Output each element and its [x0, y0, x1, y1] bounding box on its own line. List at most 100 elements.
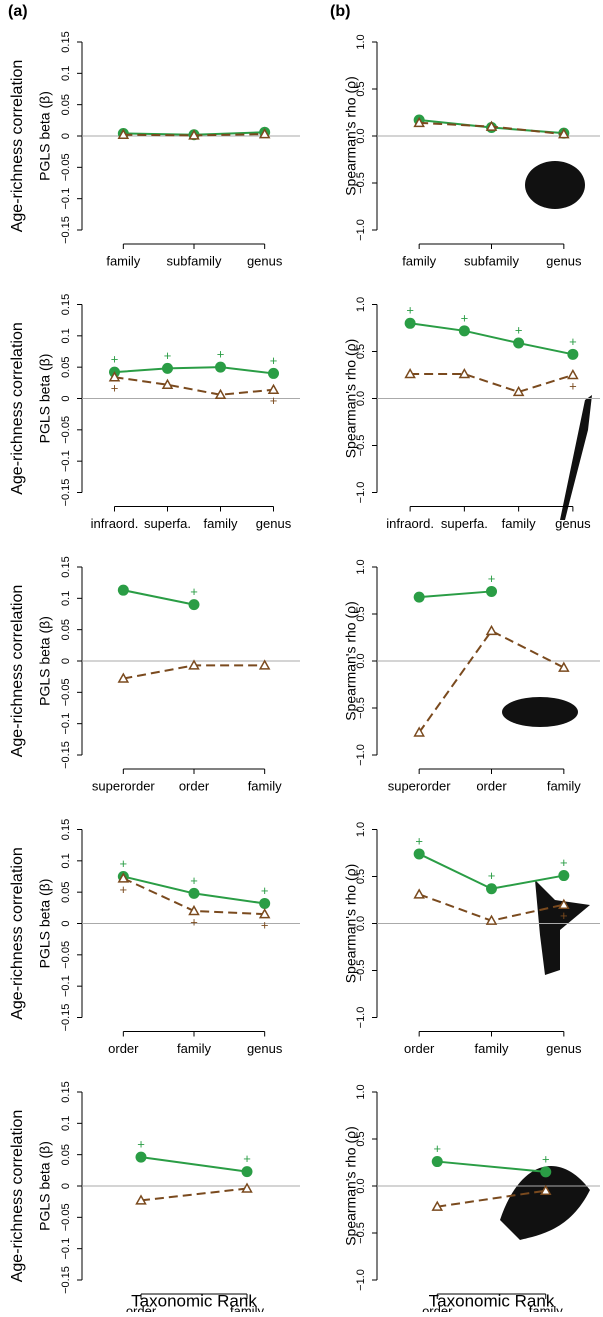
- x-tick-label: family: [204, 516, 238, 531]
- y-tick-label: 0.0: [355, 391, 367, 406]
- y-tick-label: 0: [60, 395, 72, 401]
- row-label: Age-richness correlation: [9, 585, 26, 758]
- significance-mark: +: [569, 334, 577, 349]
- y-tick-label: −1.0: [355, 744, 367, 766]
- y-tick-label: −0.5: [355, 1222, 367, 1244]
- circle-marker: [458, 325, 470, 337]
- circle-marker: [188, 887, 200, 899]
- y-tick-label: −0.5: [355, 435, 367, 457]
- significance-mark: +: [569, 378, 577, 393]
- y-tick-label: 0: [60, 1183, 72, 1189]
- y-tick-label: −0.15: [60, 216, 72, 244]
- y-tick-label: −0.5: [355, 697, 367, 719]
- y-tick-label: 0.5: [355, 81, 367, 96]
- series-line: [114, 366, 274, 375]
- y-tick-label: −1.0: [355, 1269, 367, 1291]
- x-tick-label: infraord.: [91, 516, 139, 531]
- y-tick-label: 0.1: [60, 853, 72, 868]
- circle-marker: [431, 1156, 443, 1168]
- significance-mark: +: [515, 322, 523, 337]
- x-tick-label: infraord.: [386, 516, 434, 531]
- y-tick-label: −0.15: [60, 479, 72, 507]
- circle-marker: [404, 317, 416, 329]
- significance-mark: +: [190, 914, 198, 929]
- significance-mark: +: [406, 303, 414, 318]
- significance-mark: +: [542, 1151, 550, 1166]
- triangle-marker: [188, 129, 200, 140]
- circle-marker: [162, 362, 173, 374]
- triangle-marker: [258, 659, 271, 670]
- circle-marker: [540, 1166, 552, 1178]
- y-axis-label: PGLS beta (β): [37, 91, 53, 181]
- x-tick-label: family: [502, 516, 536, 531]
- y-tick-label: −0.1: [60, 188, 72, 210]
- x-tick-label: family: [402, 253, 436, 268]
- circle-marker: [135, 1151, 147, 1163]
- y-tick-label: −0.5: [355, 960, 367, 982]
- y-tick-label: −0.05: [60, 153, 72, 181]
- y-tick-label: −0.1: [60, 713, 72, 735]
- y-tick-label: −1.0: [355, 1007, 367, 1029]
- significance-mark: +: [415, 833, 423, 848]
- y-axis-label: Spearman's rho (ρ): [343, 601, 359, 721]
- y-tick-label: 0.15: [60, 31, 72, 52]
- x-tick-label: superorder: [92, 778, 156, 793]
- panel-label: (a): [8, 3, 28, 20]
- y-tick-label: 1.0: [355, 822, 367, 837]
- y-tick-label: 0.15: [60, 1081, 72, 1102]
- triangle-marker: [485, 120, 498, 131]
- significance-mark: +: [190, 584, 198, 599]
- y-axis-label: Spearman's rho (ρ): [343, 1126, 359, 1246]
- y-axis-label: PGLS beta (β): [37, 354, 53, 444]
- x-tick-label: genus: [546, 253, 582, 268]
- y-tick-label: −0.05: [60, 941, 72, 969]
- significance-mark: +: [488, 868, 496, 883]
- x-tick-label: order: [476, 778, 507, 793]
- series-line: [123, 589, 195, 606]
- row-label: Age-richness correlation: [9, 60, 26, 233]
- significance-mark: +: [217, 347, 225, 362]
- silhouettes: [500, 161, 592, 1240]
- circle-marker: [567, 348, 579, 360]
- x-tick-label: subfamily: [167, 253, 222, 268]
- circle-marker: [413, 848, 425, 860]
- significance-mark: +: [461, 310, 469, 325]
- frog-silhouette: [525, 161, 585, 209]
- circle-marker: [486, 883, 497, 895]
- x-tick-label: family: [475, 1041, 509, 1056]
- triangle-marker: [413, 888, 425, 899]
- hummingbird-silhouette: [535, 880, 590, 975]
- row-label: Age-richness correlation: [9, 847, 26, 1020]
- y-tick-label: −0.15: [60, 1004, 72, 1032]
- circle-marker: [241, 1166, 253, 1178]
- y-tick-label: 0.5: [355, 869, 367, 884]
- y-tick-label: 0.5: [355, 606, 367, 621]
- triangle-marker: [413, 116, 425, 128]
- y-tick-label: 0.05: [60, 881, 72, 902]
- significance-mark: +: [261, 918, 269, 933]
- y-tick-label: 0.05: [60, 356, 72, 377]
- triangle-marker: [161, 378, 174, 389]
- triangle-marker: [413, 726, 425, 737]
- y-tick-label: 0.15: [60, 294, 72, 315]
- triangle-marker: [404, 368, 416, 379]
- significance-mark: +: [137, 1137, 145, 1152]
- x-tick-label: family: [248, 778, 282, 793]
- significance-mark: +: [120, 856, 128, 871]
- circle-marker: [558, 870, 570, 882]
- y-tick-label: −0.5: [355, 172, 367, 194]
- significance-mark: +: [488, 571, 496, 586]
- y-tick-label: 0.5: [355, 344, 367, 359]
- x-tick-label: order: [404, 1041, 435, 1056]
- significance-mark: +: [433, 1141, 441, 1156]
- y-tick-label: −0.05: [60, 1203, 72, 1231]
- series-line: [437, 1160, 546, 1173]
- x-axis-label: Taxonomic Rank: [429, 1291, 555, 1310]
- triangle-marker: [188, 904, 200, 916]
- triangle-marker: [135, 1194, 147, 1205]
- x-tick-label: family: [547, 778, 581, 793]
- series-line: [409, 322, 574, 356]
- y-tick-label: −1.0: [355, 219, 367, 241]
- row-label: Age-richness correlation: [9, 322, 26, 495]
- lizard-silhouette: [560, 395, 592, 520]
